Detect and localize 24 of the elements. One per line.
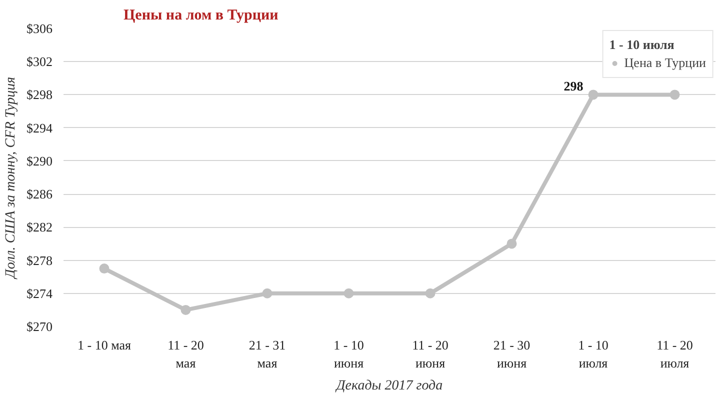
x-tick-label: 21 - 30 июня [493,338,530,370]
y-tick-label: $278 [26,252,52,268]
x-tick-label: 11 - 20 июня [412,338,448,370]
text: 298 [564,78,584,94]
x-tick-label: 11 - 20 июля [656,338,693,370]
x-tick-label: 1 - 10 мая [78,338,132,352]
y-tick-label: $290 [26,153,52,168]
y-tick-label: $302 [26,54,52,70]
y-tick-label: $274 [26,286,53,301]
y-axis-title: Долл. США за тонну, CFR Турция [4,76,18,280]
y-tick-label: $282 [26,220,52,235]
x-tick-label: 21 - 31 мая [248,338,286,370]
y-tick-label: $286 [26,186,53,202]
legend-title: 1 - 10 июля [609,37,676,53]
x-tick-label: 11 - 20 мая [168,338,204,370]
x-tick-label: 1 - 10 июля [578,338,608,370]
y-tick-label: $270 [26,319,52,334]
chart-title: Цены на лом в Турции [124,8,279,24]
x-tick-label: 1 - 10 июня [334,338,364,370]
y-tick-label: $306 [26,21,53,36]
y-tick-label: $294 [26,120,53,136]
y-tick-label: $298 [26,87,52,102]
x-axis-title: Декады 2017 года [334,378,443,394]
legend-label: Цена в Турции [624,55,706,71]
